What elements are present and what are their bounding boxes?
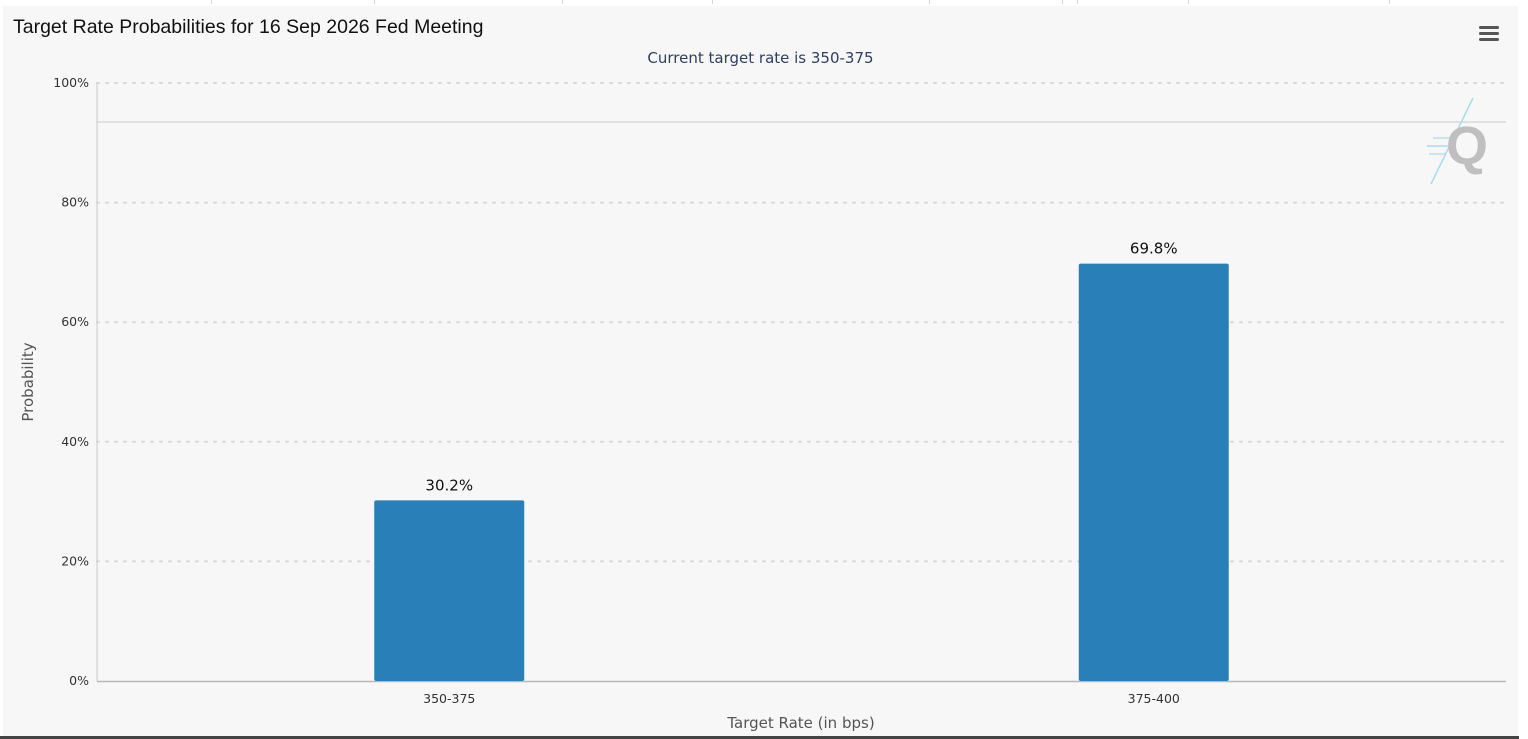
right-margin	[1519, 0, 1528, 739]
bar-chart: Q 0% 20% 40% 60% 80% 100% 350-375 375-400 30.2%…	[19, 75, 1507, 732]
chart-title: Target Rate Probabilities for 16 Sep 202…	[13, 16, 484, 38]
grid-lines	[96, 82, 1507, 563]
chart-subtitle: Current target rate is 350-375	[647, 49, 874, 67]
y-tick-label: 100%	[53, 75, 89, 90]
axes: 0% 20% 40% 60% 80% 100% 350-375 375-400	[53, 75, 1506, 706]
bottom-border	[0, 736, 1528, 739]
data-labels: 30.2% 69.8%	[425, 240, 1177, 495]
chart-panel: Target Rate Probabilities for 16 Sep 202…	[3, 6, 1518, 737]
x-tick-label: 350-375	[423, 691, 475, 706]
svg-text:Q: Q	[1446, 116, 1488, 176]
tab-strip	[0, 0, 1528, 4]
y-tick-label: 80%	[61, 195, 89, 210]
bar-350-375[interactable]	[374, 500, 525, 681]
y-tick-label: 60%	[61, 314, 89, 329]
hamburger-menu-icon[interactable]	[1477, 23, 1501, 45]
x-axis-title: Target Rate (in bps)	[726, 714, 874, 732]
y-tick-label: 40%	[61, 434, 89, 449]
data-label: 30.2%	[425, 476, 473, 494]
bars	[374, 263, 1229, 681]
data-label: 69.8%	[1130, 240, 1178, 258]
q-logo-icon: Q	[1427, 97, 1488, 185]
y-tick-label: 20%	[61, 553, 89, 568]
x-tick-label: 375-400	[1128, 691, 1180, 706]
bar-375-400[interactable]	[1078, 263, 1229, 681]
y-axis-title: Probability	[19, 342, 37, 421]
y-tick-label: 0%	[69, 673, 89, 688]
